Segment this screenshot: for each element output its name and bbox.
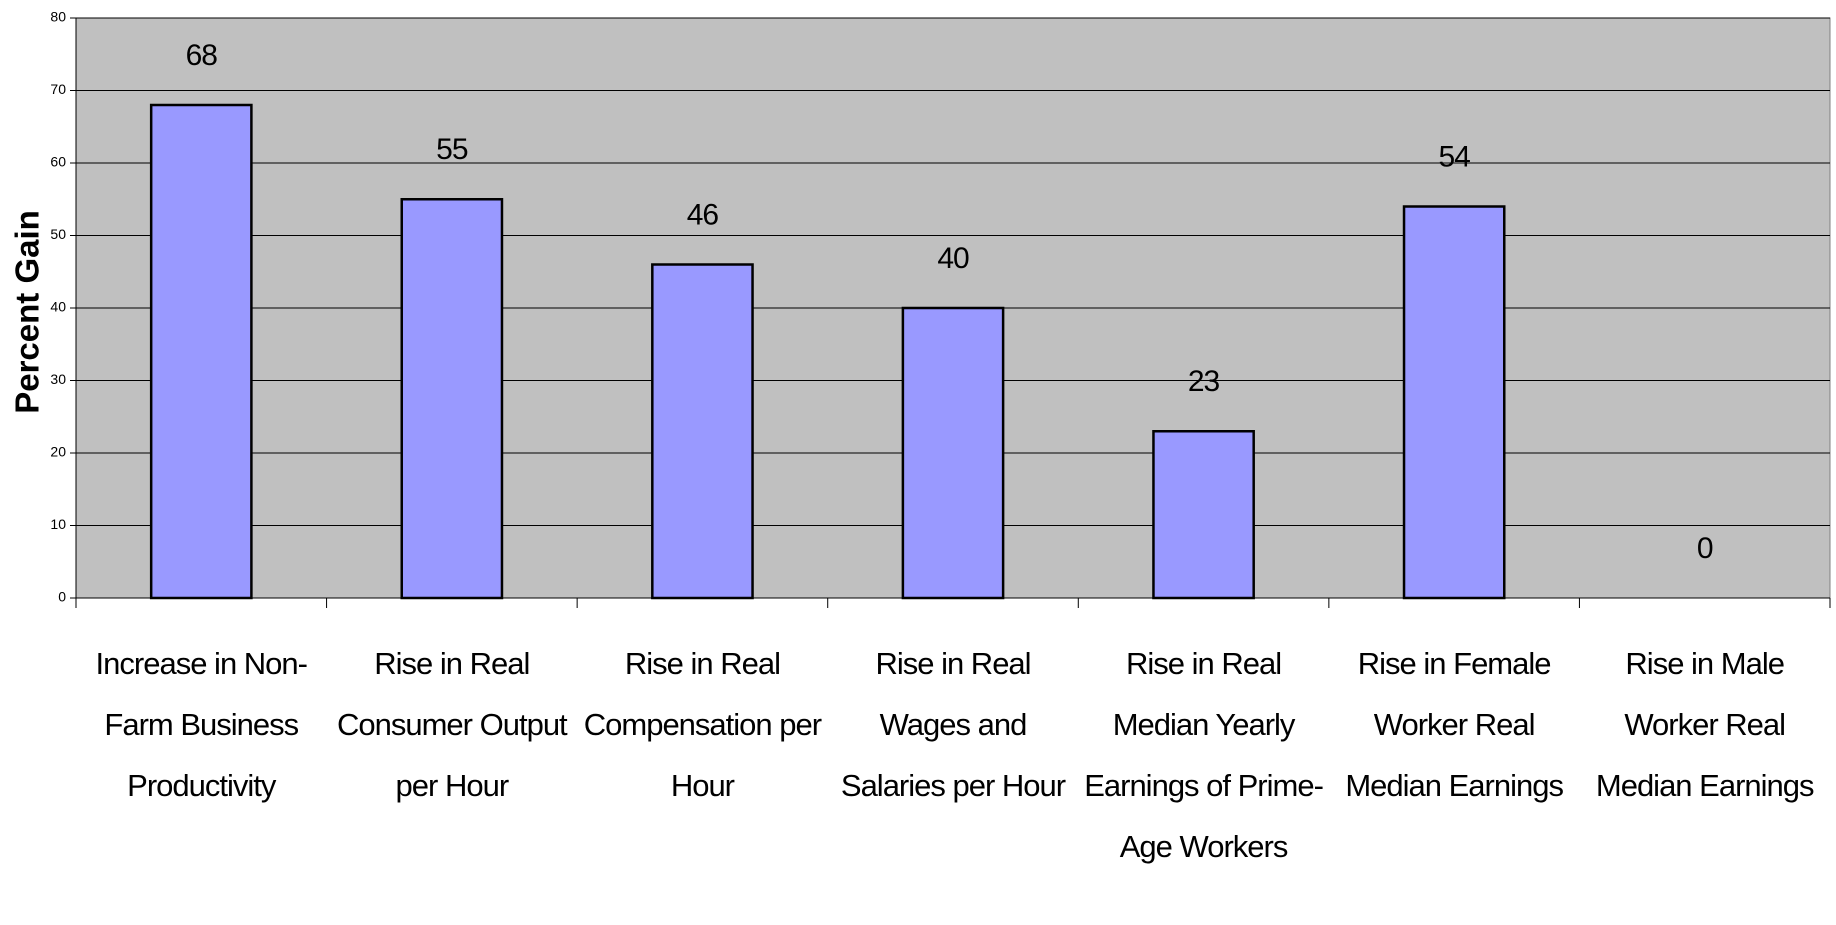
y-tick-label: 70	[50, 81, 66, 97]
value-label: 54	[1438, 140, 1470, 173]
value-label: 68	[186, 39, 218, 72]
value-label: 0	[1697, 532, 1713, 565]
y-tick-label: 50	[50, 226, 66, 242]
bar	[901, 306, 1005, 600]
bar	[651, 263, 754, 600]
bar	[400, 198, 504, 600]
x-tick-label: Rise in Real Consumer Output per Hour	[337, 646, 568, 803]
y-tick-label: 0	[58, 589, 66, 605]
x-tick-label: Increase in Non-Farm Business Productivi…	[95, 646, 308, 803]
y-tick-label: 60	[50, 154, 66, 170]
y-tick-label: 30	[50, 371, 66, 387]
x-tick-label: Rise in Female Worker Real Median Earnin…	[1345, 646, 1564, 803]
value-label: 46	[687, 198, 719, 231]
x-tick-label: Rise in Real Median Yearly Earnings of P…	[1084, 646, 1324, 864]
x-tick-label: Rise in Real Compensation per Hour	[583, 646, 822, 803]
y-tick-label: 10	[50, 516, 66, 532]
bar	[1152, 430, 1255, 600]
x-tick-label: Rise in Male Worker Real Median Earnings	[1595, 646, 1815, 803]
y-axis-title: Percent Gain	[9, 210, 46, 414]
x-tick-label: Rise in Real Wages and Salaries per Hour	[840, 646, 1066, 803]
y-tick-label: 80	[50, 9, 66, 25]
bar	[149, 103, 253, 600]
value-label: 23	[1188, 365, 1220, 398]
y-tick-label: 20	[50, 444, 66, 460]
y-tick-label: 40	[50, 299, 66, 315]
value-label: 55	[436, 133, 468, 166]
value-label: 40	[937, 242, 969, 275]
bar	[1402, 205, 1506, 600]
